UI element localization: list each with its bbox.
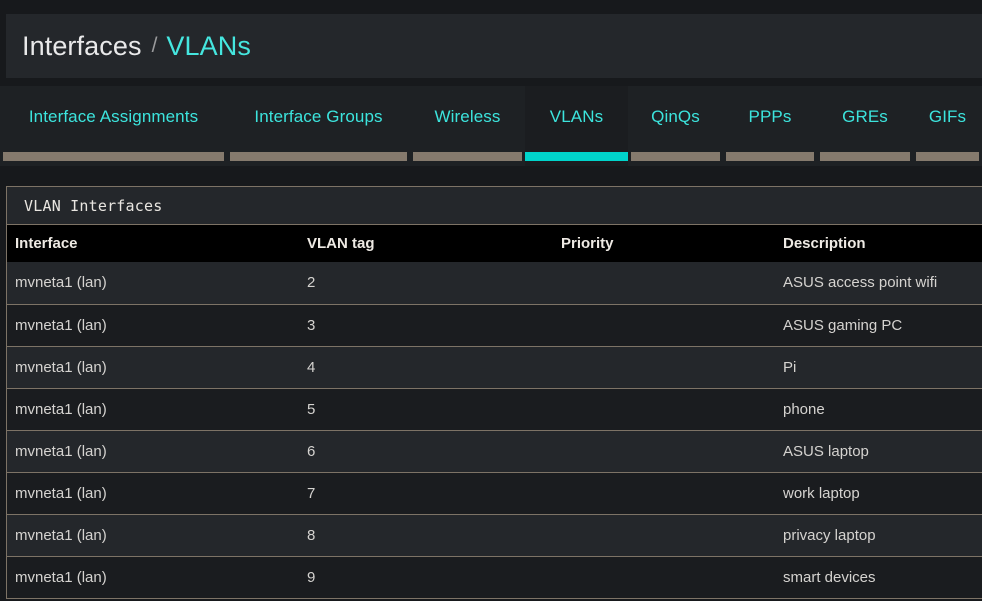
tab-underline — [916, 152, 979, 161]
cell-vlan-tag: 5 — [299, 387, 553, 430]
tab-underline — [230, 152, 407, 161]
column-header-vlan-tag[interactable]: VLAN tag — [299, 225, 553, 262]
tab-wireless[interactable]: Wireless — [410, 86, 525, 166]
tab-vlans[interactable]: VLANs — [525, 86, 628, 166]
cell-description: phone — [775, 387, 982, 430]
cell-interface: mvneta1 (lan) — [7, 303, 299, 346]
tab-underline-active — [525, 152, 628, 161]
cell-vlan-tag: 6 — [299, 429, 553, 472]
cell-vlan-tag: 2 — [299, 262, 553, 304]
cell-description: smart devices — [775, 555, 982, 598]
cell-priority — [553, 429, 775, 472]
cell-priority — [553, 471, 775, 514]
column-header-interface[interactable]: Interface — [7, 225, 299, 262]
cell-interface: mvneta1 (lan) — [7, 471, 299, 514]
table-row[interactable]: mvneta1 (lan) 4 Pi — [7, 345, 982, 388]
tab-bar: Interface Assignments Interface Groups W… — [0, 86, 982, 166]
cell-vlan-tag: 9 — [299, 555, 553, 598]
tab-interface-assignments[interactable]: Interface Assignments — [0, 86, 227, 166]
tab-underline — [413, 152, 522, 161]
tab-label: QinQs — [651, 107, 700, 126]
cell-priority — [553, 513, 775, 556]
cell-interface: mvneta1 (lan) — [7, 429, 299, 472]
cell-description: work laptop — [775, 471, 982, 514]
cell-description: ASUS laptop — [775, 429, 982, 472]
cell-vlan-tag: 8 — [299, 513, 553, 556]
cell-vlan-tag: 4 — [299, 345, 553, 388]
breadcrumb-separator: / — [151, 34, 158, 57]
tab-label: Interface Groups — [254, 107, 383, 126]
column-header-description[interactable]: Description — [775, 225, 982, 262]
cell-description: Pi — [775, 345, 982, 388]
cell-priority — [553, 387, 775, 430]
tab-label: PPPs — [748, 107, 792, 126]
tab-gifs[interactable]: GIFs — [913, 86, 982, 166]
table-row[interactable]: mvneta1 (lan) 5 phone — [7, 387, 982, 430]
table-row[interactable]: mvneta1 (lan) 6 ASUS laptop — [7, 429, 982, 472]
table-row[interactable]: mvneta1 (lan) 8 privacy laptop — [7, 513, 982, 556]
cell-description: ASUS access point wifi — [775, 262, 982, 304]
column-header-priority[interactable]: Priority — [553, 225, 775, 262]
tab-underline — [3, 152, 224, 161]
cell-description: ASUS gaming PC — [775, 303, 982, 346]
table-head: Interface VLAN tag Priority Description — [7, 225, 982, 262]
cell-priority — [553, 555, 775, 598]
vlan-interfaces-panel: VLAN Interfaces Interface VLAN tag Prior… — [6, 186, 982, 599]
tab-ppps[interactable]: PPPs — [723, 86, 817, 166]
tab-label: VLANs — [549, 107, 604, 126]
cell-interface: mvneta1 (lan) — [7, 262, 299, 304]
cell-vlan-tag: 7 — [299, 471, 553, 514]
cell-priority — [553, 345, 775, 388]
tab-underline — [726, 152, 814, 161]
cell-priority — [553, 303, 775, 346]
cell-interface: mvneta1 (lan) — [7, 345, 299, 388]
cell-priority — [553, 262, 775, 304]
cell-vlan-tag: 3 — [299, 303, 553, 346]
vlan-interfaces-table: Interface VLAN tag Priority Description … — [7, 225, 982, 598]
cell-interface: mvneta1 (lan) — [7, 513, 299, 556]
table-row[interactable]: mvneta1 (lan) 7 work laptop — [7, 471, 982, 514]
tab-interface-groups[interactable]: Interface Groups — [227, 86, 410, 166]
table-body: mvneta1 (lan) 2 ASUS access point wifi m… — [7, 262, 982, 598]
tab-underline — [631, 152, 720, 161]
tab-label: GREs — [842, 107, 888, 126]
tab-label: Wireless — [434, 107, 501, 126]
panel-title: VLAN Interfaces — [24, 196, 163, 215]
tab-label: Interface Assignments — [28, 107, 199, 126]
table-row[interactable]: mvneta1 (lan) 3 ASUS gaming PC — [7, 303, 982, 346]
table-row[interactable]: mvneta1 (lan) 2 ASUS access point wifi — [7, 262, 982, 304]
tab-underline — [820, 152, 910, 161]
cell-interface: mvneta1 (lan) — [7, 387, 299, 430]
table-header-row: Interface VLAN tag Priority Description — [7, 225, 982, 262]
cell-interface: mvneta1 (lan) — [7, 555, 299, 598]
tab-label: GIFs — [928, 107, 967, 126]
cell-description: privacy laptop — [775, 513, 982, 556]
tab-gres[interactable]: GREs — [817, 86, 913, 166]
tab-qinqs[interactable]: QinQs — [628, 86, 723, 166]
panel-header: VLAN Interfaces — [7, 187, 982, 225]
breadcrumb: Interfaces / VLANs — [6, 14, 982, 78]
breadcrumb-parent[interactable]: Interfaces — [22, 30, 142, 61]
breadcrumb-current: VLANs — [166, 30, 251, 61]
table-row[interactable]: mvneta1 (lan) 9 smart devices — [7, 555, 982, 598]
